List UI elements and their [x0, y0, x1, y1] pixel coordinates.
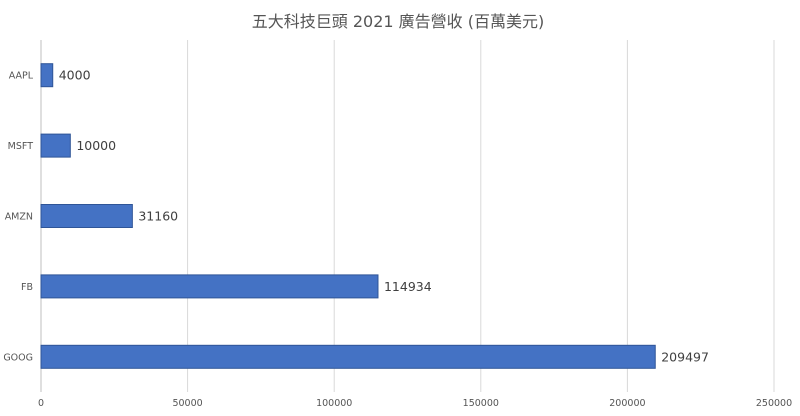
data-labels: 4000 10000 31160 114934 209497	[59, 68, 709, 365]
y-tick-label: MSFT	[8, 141, 34, 152]
chart-title: 五大科技巨頭 2021 廣告營收 (百萬美元)	[252, 12, 544, 31]
y-tick-label: GOOG	[3, 352, 33, 363]
y-axis-tick-labels: AAPL MSFT AMZN FB GOOG	[3, 71, 33, 364]
data-label: 114934	[384, 279, 432, 294]
bar-amzn	[40, 204, 133, 228]
x-tick-label: 250000	[756, 398, 792, 409]
bars	[40, 63, 656, 369]
x-tick-label: 100000	[316, 398, 352, 409]
bar-goog	[40, 344, 656, 369]
x-tick-label: 200000	[609, 398, 645, 409]
bar-msft	[40, 133, 71, 158]
bar-aapl	[40, 63, 54, 88]
x-tick-label: 50000	[172, 398, 202, 409]
x-tick-label: 150000	[463, 398, 499, 409]
data-label: 209497	[661, 349, 709, 364]
data-label: 31160	[138, 209, 178, 224]
x-axis-tick-labels: 0 50000 100000 150000 200000 250000	[38, 398, 792, 409]
gridlines	[187, 40, 775, 392]
data-label: 10000	[76, 138, 116, 153]
y-tick-label: FB	[21, 282, 33, 293]
y-tick-label: AMZN	[5, 212, 33, 223]
y-tick-label: AAPL	[9, 71, 34, 82]
bar-fb	[40, 274, 379, 299]
data-label: 4000	[59, 68, 91, 83]
x-tick-label: 0	[38, 398, 44, 409]
